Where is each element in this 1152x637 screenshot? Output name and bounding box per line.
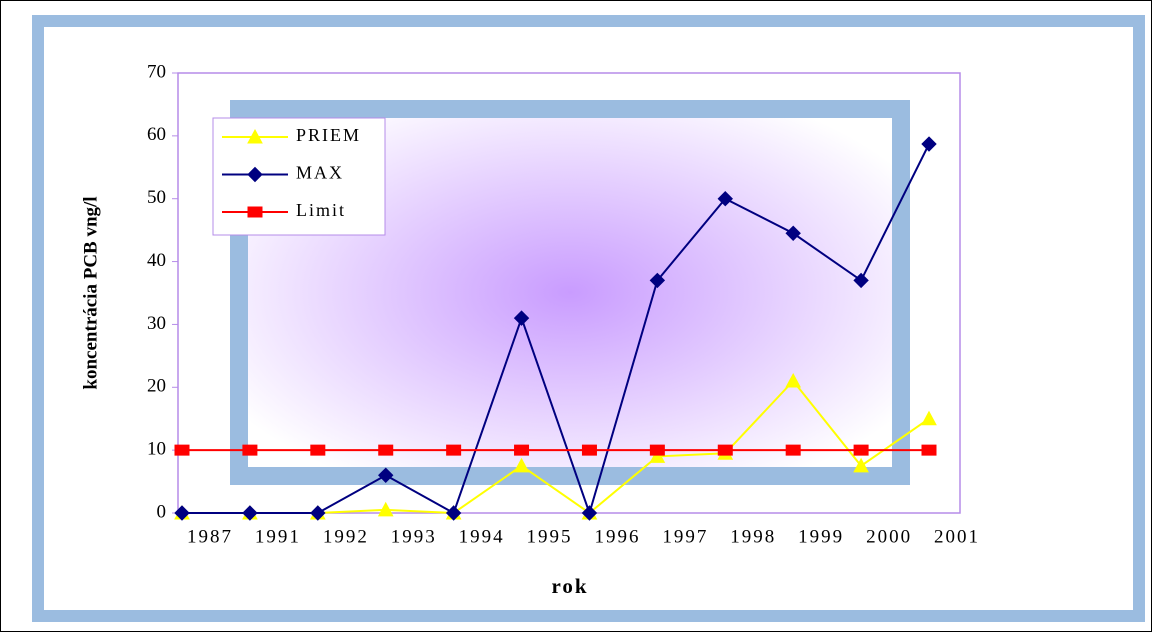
data-point (717, 191, 733, 207)
x-tick-label: 1991 (255, 526, 301, 547)
data-point (853, 444, 869, 456)
data-point (649, 448, 666, 463)
legend-label: MAX (296, 163, 344, 183)
legend-label: Limit (296, 200, 346, 220)
data-point (514, 444, 530, 456)
x-tick-label: 1994 (459, 526, 505, 547)
data-point (513, 457, 530, 473)
x-tick-label: 1995 (527, 526, 573, 547)
data-point (581, 444, 597, 456)
x-tick-label: 1998 (730, 526, 776, 547)
data-point (174, 444, 190, 456)
y-tick-label: 40 (147, 250, 166, 271)
data-point (310, 444, 326, 456)
y-axis-title: koncentrácia PCB vng/l (80, 196, 101, 389)
data-point (853, 457, 869, 473)
data-point (445, 505, 462, 521)
legend-marker (247, 206, 263, 218)
y-tick-label: 10 (147, 439, 166, 460)
y-tick-label: 60 (147, 124, 166, 145)
data-point (174, 505, 190, 521)
data-point (446, 444, 462, 456)
data-point (785, 225, 801, 241)
x-tick-label: 2000 (866, 526, 912, 547)
x-tick-label: 1987 (187, 526, 233, 547)
data-point (581, 505, 598, 521)
data-point (242, 505, 258, 521)
data-point (717, 444, 733, 456)
legend-marker (247, 166, 263, 183)
x-tick-label: 1997 (662, 526, 708, 547)
x-tick-label: 2001 (934, 526, 980, 547)
data-point (513, 310, 530, 326)
x-tick-label: 1996 (594, 526, 640, 547)
y-tick-label: 30 (147, 313, 166, 334)
y-tick-label: 20 (147, 376, 166, 397)
data-point (785, 372, 802, 388)
legend-label: PRIEM (296, 125, 361, 145)
data-point (649, 272, 666, 289)
data-point (921, 444, 937, 456)
x-tick-label: 1993 (391, 526, 437, 547)
y-tick-label: 70 (147, 61, 166, 82)
y-tick-label: 50 (147, 187, 166, 208)
data-point (921, 410, 937, 426)
data-point (785, 444, 801, 456)
legend-marker (247, 128, 263, 144)
data-point (378, 444, 394, 456)
data-point (242, 444, 258, 456)
series-line (182, 143, 930, 517)
data-point (377, 501, 394, 517)
data-point (853, 272, 869, 289)
data-point (310, 505, 326, 521)
x-axis-title: rok (551, 574, 588, 598)
x-tick-label: 1999 (798, 526, 844, 547)
data-point (921, 136, 937, 152)
x-tick-label: 1992 (323, 526, 369, 547)
data-point (649, 444, 665, 456)
y-tick-label: 0 (157, 501, 167, 522)
data-point (378, 467, 394, 483)
